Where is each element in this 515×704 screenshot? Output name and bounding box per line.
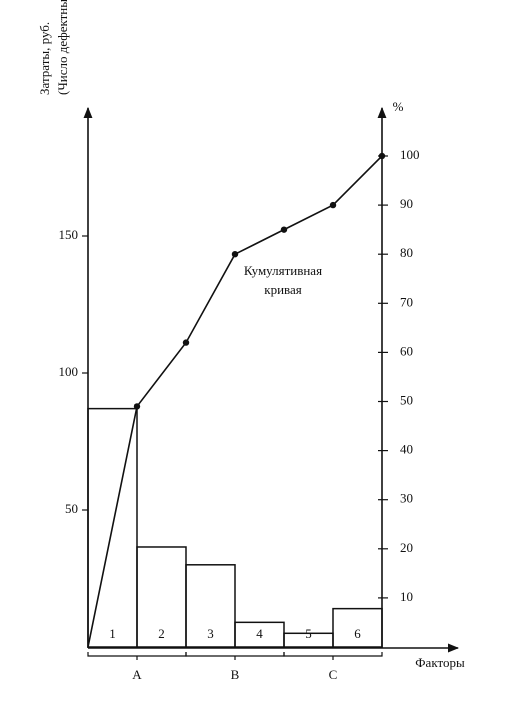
y-axis-label: Затраты, руб. xyxy=(37,22,52,95)
y-tick-label: 100 xyxy=(59,364,79,379)
y2-tick-label: 60 xyxy=(400,343,413,358)
bar-label: 1 xyxy=(109,626,116,641)
y2-tick-label: 10 xyxy=(400,589,413,604)
y2-tick-label: 50 xyxy=(400,392,413,407)
group-brace xyxy=(185,652,285,660)
group-brace xyxy=(87,652,187,660)
y2-tick-label: 70 xyxy=(400,294,413,309)
bar xyxy=(87,407,138,648)
y-axis-label: (Число дефектных деталей, шт.) xyxy=(55,0,70,95)
bar xyxy=(185,564,236,648)
bar-label: 3 xyxy=(207,626,214,641)
y-tick-label: 50 xyxy=(65,501,78,516)
bar-label: 2 xyxy=(158,626,165,641)
cumulative-point xyxy=(182,339,190,346)
y2-tick-label: 30 xyxy=(400,491,413,506)
y2-tick-label: 90 xyxy=(400,196,413,211)
group-label: A xyxy=(132,667,142,682)
y-tick-label: 150 xyxy=(59,227,79,242)
bar xyxy=(332,607,383,648)
cumulative-point xyxy=(378,152,386,160)
y2-tick-label: 100 xyxy=(400,147,420,162)
annotation: кривая xyxy=(264,282,302,297)
y2-tick-label: 20 xyxy=(400,540,413,555)
y2-axis-label: % xyxy=(393,99,404,114)
bar-label: 6 xyxy=(354,626,361,641)
group-label: C xyxy=(329,667,338,682)
bar-label: 4 xyxy=(256,626,263,641)
cumulative-point xyxy=(133,403,141,410)
cumulative-point xyxy=(280,226,288,233)
y2-tick-label: 80 xyxy=(400,245,413,260)
cumulative-point xyxy=(231,251,239,258)
x-axis-label: Факторы xyxy=(415,655,465,670)
y2-tick-label: 40 xyxy=(400,442,413,457)
cumulative-point xyxy=(329,201,337,209)
annotation: Кумулятивная xyxy=(244,263,322,278)
group-brace xyxy=(283,652,383,660)
group-label: B xyxy=(231,667,240,682)
bar-label: 5 xyxy=(305,626,312,641)
